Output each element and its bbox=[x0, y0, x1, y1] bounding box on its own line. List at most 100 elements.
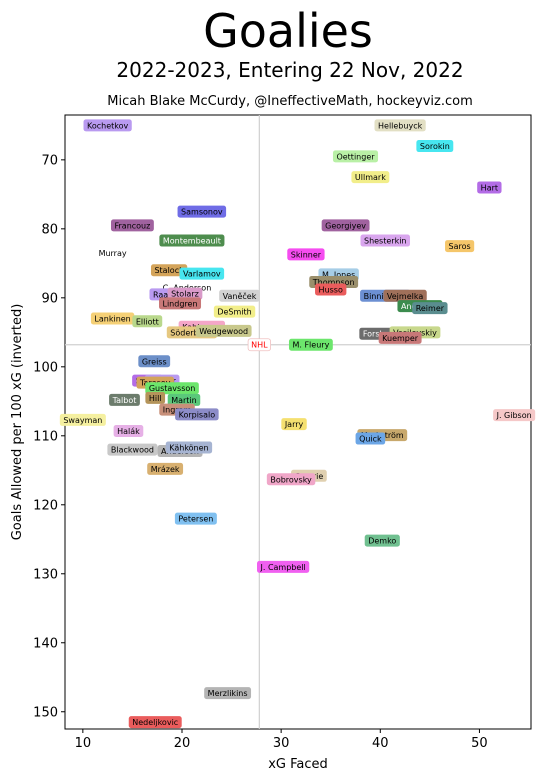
goalie-marker bbox=[412, 302, 448, 315]
goalie-point: Stalock bbox=[150, 264, 188, 277]
goalie-marker bbox=[378, 331, 422, 344]
goalie-point: Stolarz bbox=[167, 287, 203, 300]
goalie-label: Halák bbox=[117, 427, 140, 436]
goalie-point: Oettinger bbox=[332, 150, 379, 163]
goalie-point: Jarry bbox=[281, 418, 307, 431]
x-tick-label: 50 bbox=[471, 736, 488, 751]
goalie-marker bbox=[113, 424, 144, 437]
goalie-label: Bobrovsky bbox=[270, 475, 312, 484]
goalie-point: Kochetkov bbox=[83, 119, 132, 132]
goalie-point: Husso bbox=[315, 283, 347, 296]
goalie-marker bbox=[159, 234, 225, 247]
goalie-label: Swayman bbox=[63, 416, 102, 425]
goalie-label: Mrázek bbox=[151, 465, 180, 474]
goalie-marker bbox=[145, 382, 199, 395]
goalie-point: Merzlikins bbox=[204, 687, 252, 700]
y-tick-label: 80 bbox=[41, 222, 58, 237]
y-axis-label: Goals Allowed per 100 xG (inverted) bbox=[10, 304, 25, 541]
goalie-marker bbox=[416, 140, 454, 153]
y-tick-label: 150 bbox=[33, 705, 58, 720]
goalie-point: Skinner bbox=[287, 248, 325, 261]
goalie-label: Gustavsson bbox=[149, 384, 196, 393]
goalie-label: Stalock bbox=[154, 266, 184, 275]
goalie-marker bbox=[167, 287, 203, 300]
goalie-label: Korpisalo bbox=[179, 410, 216, 419]
goalie-label: Saros bbox=[449, 242, 471, 251]
goalie-point: Quick bbox=[355, 432, 386, 445]
goalie-label: Elliott bbox=[136, 317, 159, 326]
goalie-point: Montembeault bbox=[159, 234, 225, 247]
goalie-point: Georgiyev bbox=[321, 219, 370, 232]
goalie-label: Husso bbox=[319, 286, 343, 295]
goalie-marker bbox=[59, 413, 106, 426]
goalie-point: Francouz bbox=[110, 219, 154, 232]
goalie-point: Varlamov bbox=[179, 267, 225, 280]
goalie-label: Shesterkin bbox=[364, 237, 407, 246]
goalie-point: Ullmark bbox=[351, 171, 390, 184]
goalie-point: Swayman bbox=[59, 413, 106, 426]
goalie-label: Francouz bbox=[114, 221, 150, 230]
goalie-label: Talbot bbox=[112, 396, 137, 405]
goalie-label: Hill bbox=[149, 394, 162, 403]
goalie-point: Sorokin bbox=[416, 140, 454, 153]
goalie-marker bbox=[150, 264, 188, 277]
goalie-point: Lankinen bbox=[90, 312, 135, 325]
y-tick-label: 90 bbox=[41, 291, 58, 306]
goalie-point: Martin bbox=[167, 393, 201, 406]
goalie-label: Ullmark bbox=[355, 173, 386, 182]
goalie-point: Gustavsson bbox=[145, 382, 199, 395]
goalie-label: Kochetkov bbox=[87, 121, 129, 130]
goalie-marker bbox=[281, 418, 307, 431]
goalie-label: Lindgren bbox=[163, 299, 198, 308]
goalie-marker bbox=[445, 240, 475, 253]
goalie-marker bbox=[138, 355, 171, 368]
goalie-marker bbox=[175, 408, 219, 421]
goalie-label: DeSmith bbox=[217, 308, 251, 317]
goalie-marker bbox=[145, 391, 166, 404]
goalie-point: J. Campbell bbox=[257, 560, 310, 573]
goalie-marker bbox=[159, 297, 202, 310]
goalie-point: Hill bbox=[145, 391, 166, 404]
goalie-label: J. Gibson bbox=[496, 411, 532, 420]
goalie-marker bbox=[195, 324, 252, 337]
y-tick-label: 110 bbox=[33, 429, 58, 444]
goalie-point: Samsonov bbox=[177, 205, 227, 218]
goalie-label: Quick bbox=[359, 435, 382, 444]
goalie-point: Shesterkin bbox=[360, 234, 411, 247]
goalie-marker bbox=[107, 443, 158, 456]
goalie-marker bbox=[493, 409, 536, 422]
goalie-label: Murray bbox=[99, 249, 127, 258]
goalie-label: Skinner bbox=[291, 250, 322, 259]
goalie-marker bbox=[477, 181, 502, 194]
goalie-label: Varlamov bbox=[183, 270, 221, 279]
goalie-marker bbox=[110, 219, 154, 232]
goalie-marker bbox=[90, 312, 135, 325]
goalie-point: Demko bbox=[364, 534, 400, 547]
goalie-label: Lankinen bbox=[94, 315, 130, 324]
chart-subtitle: 2022-2023, Entering 22 Nov, 2022 bbox=[116, 58, 463, 82]
goalie-marker bbox=[132, 315, 163, 328]
y-tick-label: 120 bbox=[33, 498, 58, 513]
goalie-marker bbox=[219, 289, 260, 302]
goalie-point: Elliott bbox=[132, 315, 163, 328]
y-tick-label: 100 bbox=[33, 360, 58, 375]
goalie-point: Bobrovsky bbox=[266, 473, 316, 486]
goalie-point: Kuemper bbox=[378, 331, 422, 344]
goalie-point: Hellebuyck bbox=[374, 119, 426, 132]
y-tick-label: 70 bbox=[41, 153, 58, 168]
x-tick-label: 40 bbox=[372, 736, 389, 751]
goalie-marker bbox=[355, 432, 386, 445]
x-tick-label: 30 bbox=[273, 736, 290, 751]
goalie-marker bbox=[288, 338, 333, 351]
goalie-label: J. Campbell bbox=[260, 563, 306, 572]
goalie-label: Raanta bbox=[153, 290, 181, 299]
goalie-point: Saros bbox=[445, 240, 475, 253]
goalie-point: Kähkönen bbox=[165, 441, 213, 454]
chart-title: Goalies bbox=[203, 4, 373, 58]
goalie-label: Demko bbox=[368, 537, 396, 546]
goalie-marker bbox=[351, 171, 390, 184]
goalie-marker bbox=[179, 267, 225, 280]
goalie-label: Kuemper bbox=[382, 334, 419, 343]
goalie-label: M. Fleury bbox=[292, 341, 329, 350]
